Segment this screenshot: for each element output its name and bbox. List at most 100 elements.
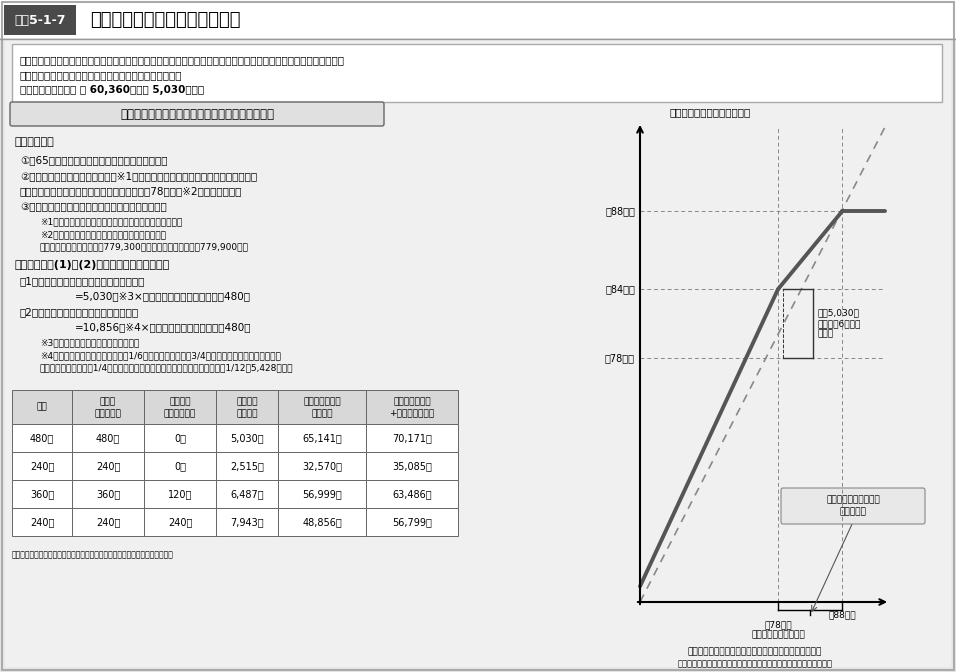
- Bar: [366, 480, 458, 508]
- Text: ※2　毎年度、老齢基礎年金の額を勘案して改定。: ※2 毎年度、老齢基礎年金の額を勘案して改定。: [40, 230, 166, 239]
- Text: 約78万円
（老齢基礎年金満額）: 約78万円 （老齢基礎年金満額）: [751, 620, 805, 639]
- Bar: [72, 480, 144, 508]
- Bar: [216, 480, 278, 508]
- Text: ①　65歳以上の老齢基礎年金の受給者であること: ① 65歳以上の老齢基礎年金の受給者であること: [20, 155, 167, 165]
- Text: 48,856円: 48,856円: [302, 517, 342, 527]
- Text: （月額）: （月額）: [236, 409, 258, 419]
- Bar: [12, 44, 942, 102]
- Text: 支援するために、年金に上乗せして支給するものである。: 支援するために、年金に上乗せして支給するものである。: [20, 70, 183, 80]
- Text: ※4　老齢基礎年金満額（月額）の1/6（保険料全額免除、3/4免除、半額免除期間の場合）。: ※4 老齢基礎年金満額（月額）の1/6（保険料全額免除、3/4免除、半額免除期間…: [40, 351, 281, 360]
- Text: （注）保険料納付済期間に基づく公的年金だけで生活している者の例（下段）: （注）保険料納付済期間に基づく公的年金だけで生活している者の例（下段）: [12, 550, 174, 559]
- Text: 図表5-1-7: 図表5-1-7: [14, 13, 66, 26]
- Text: 65,141円: 65,141円: [302, 433, 342, 443]
- Bar: [278, 508, 366, 536]
- Bar: [366, 424, 458, 452]
- Text: 高齢者への給付金（老齢年金生活者支援給付金）: 高齢者への給付金（老齢年金生活者支援給付金）: [120, 108, 274, 120]
- FancyBboxPatch shape: [10, 102, 384, 126]
- Text: 56,999円: 56,999円: [302, 489, 342, 499]
- Bar: [12, 390, 72, 424]
- Text: 240月: 240月: [30, 517, 54, 527]
- Text: ②　前年の公的年金等の収入金額※1とその他の所得（給与所得や利子所得など）: ② 前年の公的年金等の収入金額※1とその他の所得（給与所得や利子所得など）: [20, 171, 257, 181]
- Text: 約84万円: 約84万円: [605, 284, 635, 294]
- Text: 給付金上乗せ後の額（年額）: 給付金上乗せ後の額（年額）: [670, 107, 751, 117]
- Text: 【令和２年度基準額 年 60,360円（月 5,030円）】: 【令和２年度基準額 年 60,360円（月 5,030円）】: [20, 85, 205, 95]
- Bar: [278, 390, 366, 424]
- Text: （2）保険料免除期間に基づく額（月額）: （2）保険料免除期間に基づく額（月額）: [20, 307, 140, 317]
- Text: 2,515円: 2,515円: [230, 461, 264, 471]
- Text: 老齢基礎年金額: 老齢基礎年金額: [303, 398, 340, 407]
- Text: 0月: 0月: [174, 461, 186, 471]
- Bar: [12, 480, 72, 508]
- Bar: [216, 424, 278, 452]
- Text: 360月: 360月: [30, 489, 54, 499]
- Text: 360月: 360月: [96, 489, 120, 499]
- Text: 240月: 240月: [30, 461, 54, 471]
- Bar: [12, 508, 72, 536]
- Text: 480月: 480月: [30, 433, 54, 443]
- Text: +給付金（月額）: +給付金（月額）: [389, 409, 435, 419]
- Text: 年金生活者支援給付金は、年金を含めても所得が低い者（前年の所得額が老齢基礎年金満額以下の者など）の生活を: 年金生活者支援給付金は、年金を含めても所得が低い者（前年の所得額が老齢基礎年金満…: [20, 55, 345, 65]
- Bar: [72, 424, 144, 452]
- Bar: [216, 452, 278, 480]
- FancyBboxPatch shape: [781, 488, 925, 524]
- Bar: [278, 452, 366, 480]
- Text: =10,856円※4×保険料免除期間（月数）／480月: =10,856円※4×保険料免除期間（月数）／480月: [75, 322, 251, 332]
- Bar: [278, 480, 366, 508]
- Bar: [144, 452, 216, 480]
- Bar: [278, 424, 366, 452]
- Text: との合計額が、老齢基礎年金満額相当（約78万円）※2以下であること: との合計額が、老齢基礎年金満額相当（約78万円）※2以下であること: [20, 186, 243, 196]
- Text: 120月: 120月: [168, 489, 192, 499]
- Text: 月額5,030円
（年額約6万円）
を支給: 月額5,030円 （年額約6万円） を支給: [818, 309, 861, 339]
- Text: ※3　毎年度、物価変動に応じて改定。: ※3 毎年度、物価変動に応じて改定。: [40, 338, 140, 347]
- Text: =5,030円※3×保険料納付済期間（月数）／480月: =5,030円※3×保険料納付済期間（月数）／480月: [75, 291, 251, 301]
- Text: 5,030円: 5,030円: [230, 433, 264, 443]
- Text: 240月: 240月: [96, 517, 120, 527]
- Text: 納付済期間: 納付済期間: [95, 409, 121, 419]
- Text: 保険料料: 保険料料: [169, 398, 191, 407]
- Bar: [144, 508, 216, 536]
- Bar: [72, 452, 144, 480]
- Bar: [366, 390, 458, 424]
- Bar: [4, 5, 76, 35]
- Text: ※1　障害年金・遺族年金等の非課税収入は含まれない。: ※1 障害年金・遺族年金等の非課税収入は含まれない。: [40, 217, 183, 226]
- Text: 【支給要件】: 【支給要件】: [15, 137, 54, 147]
- Bar: [72, 508, 144, 536]
- Text: （注）保険料納付済期間に基づく公的年金だけで生活している者の例: （注）保険料納付済期間に基づく公的年金だけで生活している者の例: [678, 659, 833, 668]
- Text: 32,570円: 32,570円: [302, 461, 342, 471]
- Text: ③　同一世帯の全員が市町村民税非課税であること: ③ 同一世帯の全員が市町村民税非課税であること: [20, 202, 166, 212]
- Text: 63,486円: 63,486円: [392, 489, 432, 499]
- Text: 補足的な給付（次頁）: 補足的な給付（次頁）: [826, 495, 880, 505]
- Bar: [144, 390, 216, 424]
- Bar: [12, 424, 72, 452]
- Text: （1）保険料納付済期間に基づく額（月額）: （1）保険料納付済期間に基づく額（月額）: [20, 276, 145, 286]
- Text: 老齢基礎年金額: 老齢基礎年金額: [393, 398, 431, 407]
- Text: 保険料: 保険料: [100, 398, 116, 407]
- Text: 全額免除期間: 全額免除期間: [163, 409, 196, 419]
- Text: 480月: 480月: [96, 433, 120, 443]
- Bar: [216, 390, 278, 424]
- Text: （月額）: （月額）: [312, 409, 333, 419]
- Bar: [144, 424, 216, 452]
- Text: ただし、保険料1/4免除期間の場合は、老齢基礎年金満額（月額）の1/12（5,428円）。: ただし、保険料1/4免除期間の場合は、老齢基礎年金満額（月額）の1/12（5,4…: [40, 363, 293, 372]
- Text: 7,943円: 7,943円: [230, 517, 264, 527]
- Text: 年金生活者支援給付金について: 年金生活者支援給付金について: [90, 11, 241, 29]
- Text: 【給付額】　(1)と(2)の合計額が支給される。: 【給付額】 (1)と(2)の合計額が支給される。: [15, 260, 170, 270]
- Bar: [144, 480, 216, 508]
- Bar: [72, 390, 144, 424]
- Text: 240月: 240月: [168, 517, 192, 527]
- Text: 240月: 240月: [96, 461, 120, 471]
- Text: 6,487円: 6,487円: [230, 489, 264, 499]
- Bar: [216, 508, 278, 536]
- Bar: [0, 0, 956, 38]
- Text: 70,171円: 70,171円: [392, 433, 432, 443]
- Text: 前年の公的年金等の収入金額とその他の所得との合計額: 前年の公的年金等の収入金額とその他の所得との合計額: [687, 647, 822, 656]
- Text: 例：: 例：: [36, 403, 48, 411]
- Text: 35,085円: 35,085円: [392, 461, 432, 471]
- Text: の支給範囲: の支給範囲: [839, 507, 866, 517]
- Text: 56,799円: 56,799円: [392, 517, 432, 527]
- Text: 0月: 0月: [174, 433, 186, 443]
- Text: 約88万円: 約88万円: [829, 610, 857, 619]
- Bar: [366, 508, 458, 536]
- Text: 約78万円: 約78万円: [605, 353, 635, 363]
- Text: 約88万円: 約88万円: [605, 206, 635, 216]
